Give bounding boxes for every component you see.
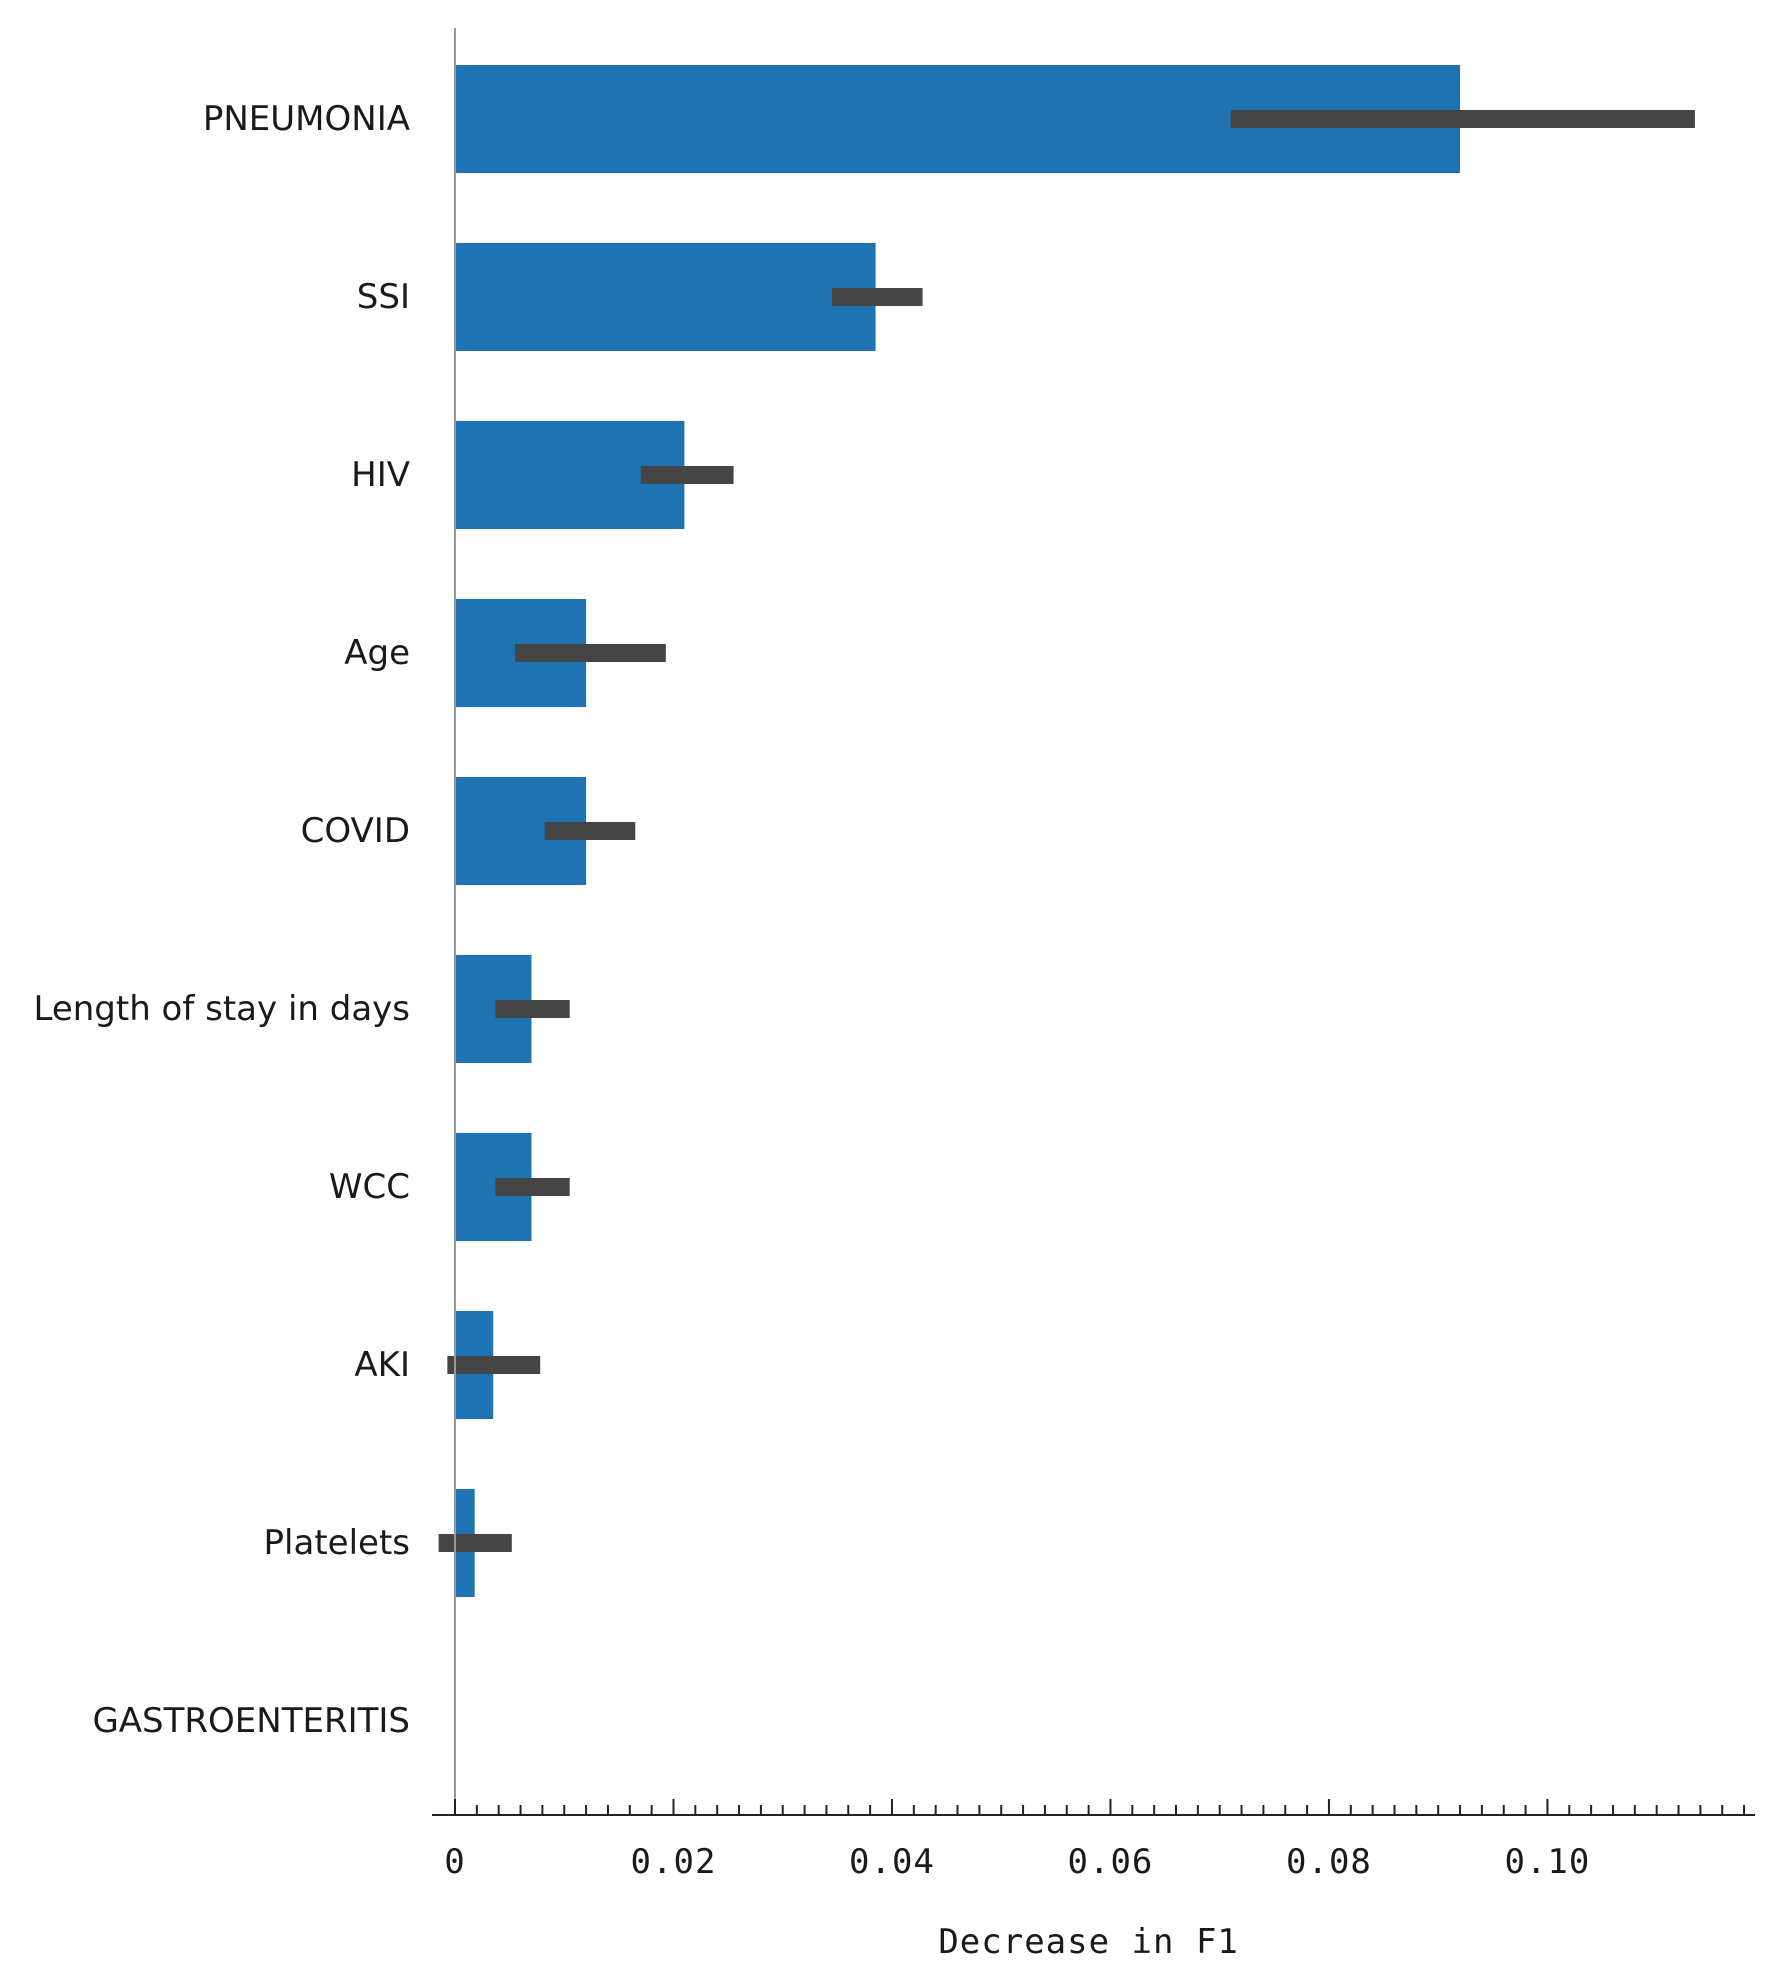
error-bar (515, 644, 666, 662)
x-tick-label: 0 (444, 1842, 465, 1882)
category-label: Length of stay in days (33, 989, 410, 1029)
category-label: SSI (357, 277, 410, 317)
category-label: Platelets (264, 1523, 410, 1563)
error-bar (544, 822, 636, 840)
category-label: GASTROENTERITIS (92, 1701, 410, 1741)
x-axis-tick-labels: 0 0.02 0.04 0.06 0.08 0.10 (444, 1842, 1590, 1882)
x-axis-ticks (454, 1799, 1746, 1815)
error-bar (495, 1178, 570, 1196)
error-bar (1230, 110, 1695, 128)
error-bar (438, 1534, 512, 1552)
error-bars-group (438, 110, 1695, 1552)
bars-group (455, 65, 1461, 1597)
error-bar (831, 288, 923, 306)
category-label: PNEUMONIA (203, 99, 410, 139)
category-labels: PNEUMONIA SSI HIV Age COVID Length of stay in… (33, 99, 410, 1741)
error-bar (447, 1356, 541, 1374)
x-axis-title: Decrease in F1 (938, 1922, 1239, 1962)
x-tick-label: 0.10 (1504, 1842, 1590, 1882)
category-label: AKI (354, 1345, 410, 1385)
bar (455, 243, 876, 351)
error-bar (495, 1000, 570, 1018)
error-bar (640, 466, 734, 484)
category-label: Age (344, 633, 410, 673)
category-label: WCC (329, 1167, 410, 1207)
x-tick-label: 0.04 (849, 1842, 935, 1882)
x-tick-label: 0.08 (1286, 1842, 1372, 1882)
x-tick-label: 0.02 (631, 1842, 717, 1882)
category-label: COVID (301, 811, 410, 851)
category-label: HIV (351, 455, 410, 495)
x-tick-label: 0.06 (1068, 1842, 1154, 1882)
